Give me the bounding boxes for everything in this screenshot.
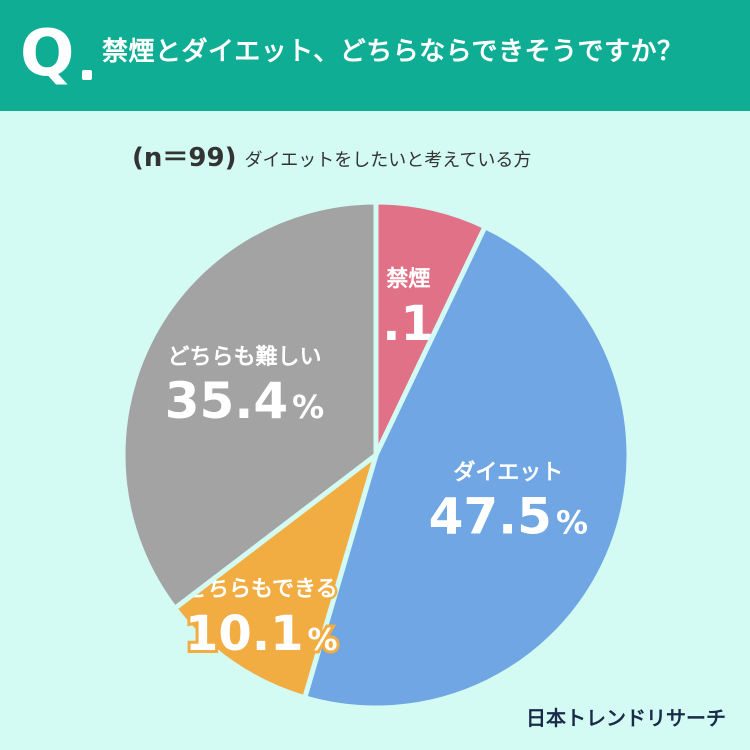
- sample-caption: (n＝99) ダイエットをしたいと考えている方: [132, 144, 531, 175]
- sample-description: ダイエットをしたいと考えている方: [244, 150, 532, 171]
- question-title: 禁煙とダイエット、どちらならできそうですか？: [102, 37, 684, 67]
- sample-size: (n＝99): [132, 143, 237, 173]
- header-bar: Q 禁煙とダイエット、どちらならできそうですか？: [0, 0, 750, 111]
- slice-value: 47.5%: [429, 488, 588, 546]
- slice-value: 10.1%: [185, 606, 338, 662]
- slice-label: どちらも難しい: [167, 344, 321, 370]
- pie-slice: [172, 452, 379, 701]
- slice-value: 35.4%: [165, 372, 324, 430]
- brand-logo: 日本トレンドリサーチ: [526, 706, 726, 730]
- slice-label: 禁煙: [386, 266, 430, 292]
- q-dot: [82, 70, 92, 80]
- q-mark: Q: [20, 17, 75, 91]
- pie-slice: [302, 224, 632, 711]
- pie-slice: [120, 199, 379, 611]
- slice-label: ダイエット: [453, 460, 563, 486]
